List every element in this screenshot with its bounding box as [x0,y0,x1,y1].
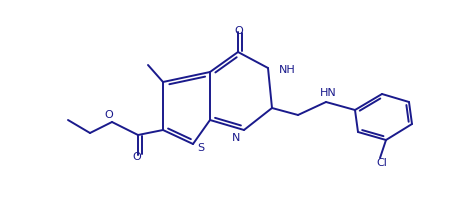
Text: S: S [197,143,205,153]
Text: HN: HN [319,88,336,98]
Text: O: O [105,110,113,120]
Text: O: O [132,152,142,162]
Text: O: O [235,26,243,36]
Text: N: N [232,133,240,143]
Text: Cl: Cl [377,158,388,168]
Text: NH: NH [279,65,296,75]
